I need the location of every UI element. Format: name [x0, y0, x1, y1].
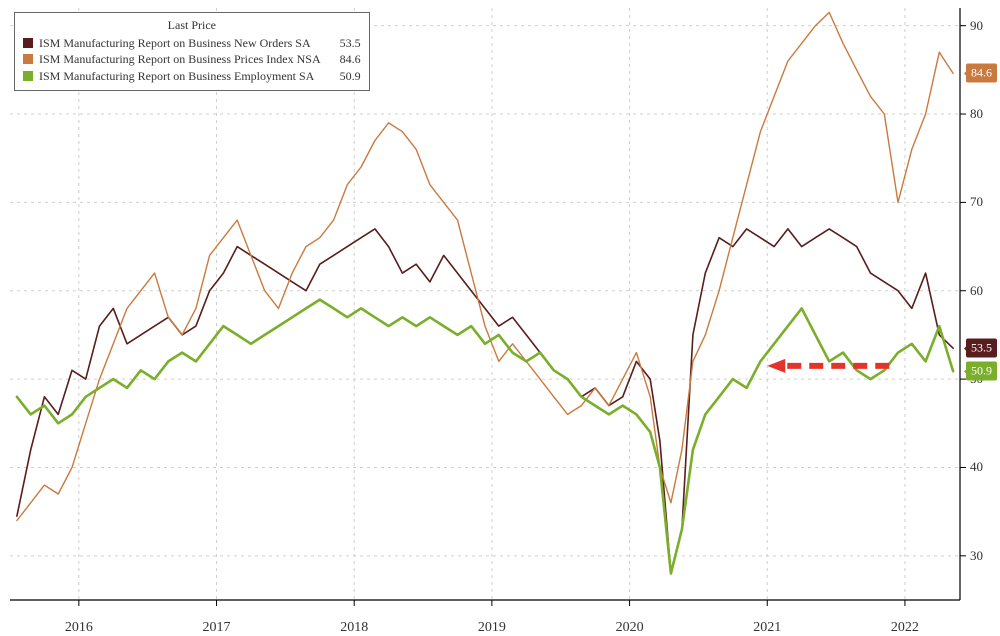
x-axis-tick-label: 2017 — [203, 620, 231, 636]
chart-plot-area — [0, 0, 1000, 636]
x-axis-tick-label: 2018 — [340, 620, 368, 636]
legend-label: ISM Manufacturing Report on Business New… — [39, 35, 321, 51]
x-axis-tick-label: 2020 — [616, 620, 644, 636]
y-axis-tick-label: 90 — [970, 18, 983, 34]
y-axis-tick-label: 80 — [970, 106, 983, 122]
y-axis-tick-label: 40 — [970, 459, 983, 475]
x-axis-tick-label: 2022 — [891, 620, 919, 636]
value-tag: 50.9 — [966, 362, 997, 381]
chart-legend: Last Price ISM Manufacturing Report on B… — [14, 12, 370, 91]
value-tag: 53.5 — [966, 339, 997, 358]
value-tag: 84.6 — [966, 64, 997, 83]
y-axis-tick-label: 70 — [970, 194, 983, 210]
legend-swatch — [23, 38, 33, 48]
y-axis-tick-label: 30 — [970, 548, 983, 564]
legend-item: ISM Manufacturing Report on Business New… — [23, 35, 361, 51]
legend-swatch — [23, 54, 33, 64]
x-axis-tick-label: 2021 — [753, 620, 781, 636]
legend-value: 50.9 — [327, 68, 361, 84]
legend-label: ISM Manufacturing Report on Business Emp… — [39, 68, 321, 84]
ism-chart: Last Price ISM Manufacturing Report on B… — [0, 0, 1000, 636]
legend-item: ISM Manufacturing Report on Business Pri… — [23, 51, 361, 67]
legend-value: 84.6 — [327, 51, 361, 67]
legend-title: Last Price — [23, 17, 361, 33]
x-axis-tick-label: 2016 — [65, 620, 93, 636]
legend-value: 53.5 — [327, 35, 361, 51]
x-axis-tick-label: 2019 — [478, 620, 506, 636]
y-axis-tick-label: 60 — [970, 283, 983, 299]
legend-item: ISM Manufacturing Report on Business Emp… — [23, 68, 361, 84]
legend-label: ISM Manufacturing Report on Business Pri… — [39, 51, 321, 67]
legend-swatch — [23, 71, 33, 81]
